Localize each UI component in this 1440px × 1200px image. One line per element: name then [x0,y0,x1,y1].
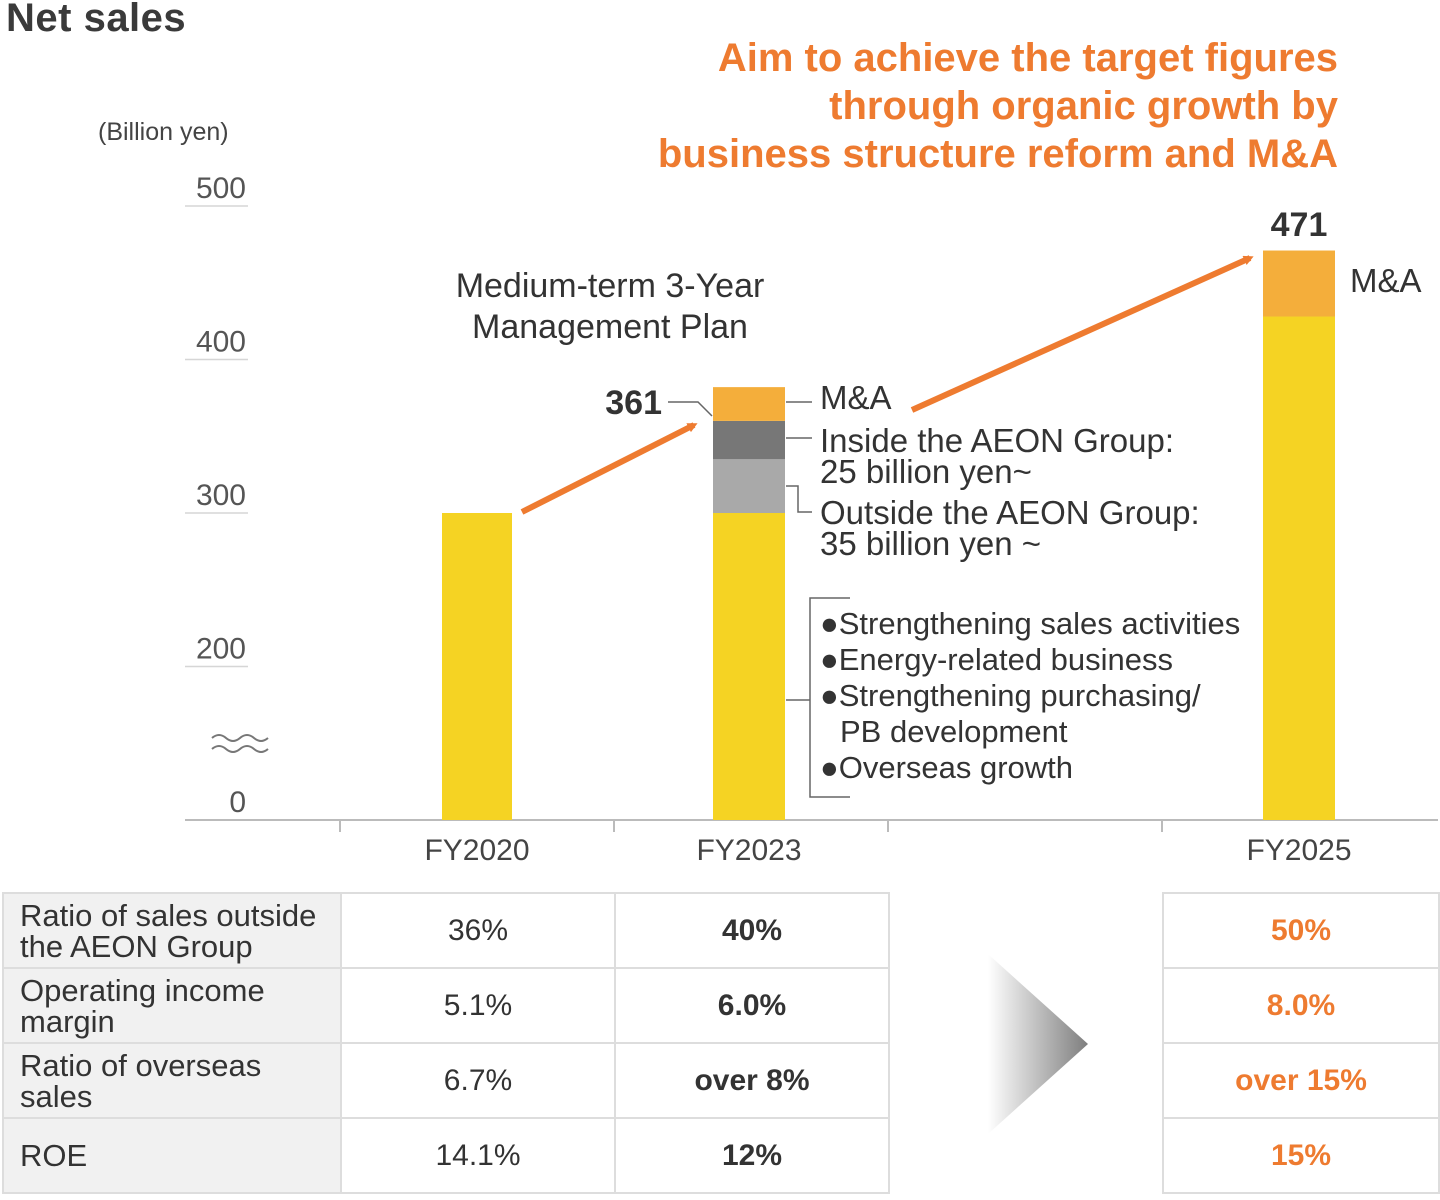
annotation-inside-line-2: 25 billion yen~ [820,453,1032,490]
unit-label: (Billion yen) [98,118,229,146]
row-label-line: the AEON Group [20,928,253,964]
cell-fy2025: 8.0% [1162,967,1440,1044]
cell-fy2025: over 15% [1162,1042,1440,1119]
bullet-item: ●Energy-related business [820,642,1174,677]
target-metrics-table: 50% 8.0% over 15% 15% [1162,892,1440,1194]
axis-break-icon [211,745,269,753]
bar-segment-fy2025-1 [1263,250,1335,317]
y-gridlines [185,205,248,668]
x-tick-label-fy2020: FY2020 [424,834,529,867]
cell-fy2020: 5.1% [340,967,616,1044]
headline-line-2: through organic growth by [829,84,1338,128]
row-label: ROE [2,1117,342,1194]
outside-leader-line [786,485,812,513]
bullet-item: ●Strengthening purchasing/ [820,678,1201,713]
bar-segment-fy2023-2 [713,420,785,460]
chevron-right-icon [988,954,1088,1134]
y-tick-label: 0 [229,786,246,819]
cell-fy2025: 50% [1162,892,1440,969]
table-row: Operating income margin 5.1% 6.0% [2,967,890,1044]
cell-fy2020: 36% [340,892,616,969]
annotation-ma-fy2025: M&A [1350,262,1422,299]
y-tick-label: 500 [196,172,246,205]
bar-segment-fy2023-0 [713,513,785,820]
cell-fy2023: 12% [614,1117,890,1194]
y-tick-label: 300 [196,479,246,512]
bar-segment-fy2020-0 [442,513,512,820]
bullet-item: ●Overseas growth [820,750,1074,785]
net-sales-chart: 500 400 300 200 0 FY2020 FY2023 FY2025 361 471 [185,172,1438,867]
bullet-item: PB development [840,714,1068,749]
row-label-line: sales [20,1078,93,1114]
y-tick-label: 200 [196,633,246,666]
table-row: 8.0% [1162,967,1440,1044]
row-label-line: Ratio of overseas [20,1047,262,1083]
table-row: over 15% [1162,1042,1440,1119]
x-tick-labels: FY2020 FY2023 FY2025 [424,834,1351,867]
row-label-line: margin [20,1003,115,1039]
axis-break-icon [211,734,269,742]
growth-arrow-fy2020-fy2023 [520,422,698,515]
total-label-fy2023: 361 [605,384,662,422]
cell-fy2023: 40% [614,892,890,969]
row-label-line: Ratio of sales outside [20,897,317,933]
cell-fy2023: over 8% [614,1042,890,1119]
headline-line-1: Aim to achieve the target figures [717,36,1338,80]
annotation-outside-line-2: 35 billion yen ~ [820,525,1042,562]
total-leader-line [668,401,713,417]
plan-label-line-1: Medium-term 3-Year [455,267,765,305]
row-label: Operating income margin [2,967,342,1044]
annotation-outside-group: Outside the AEON Group: 35 billion yen ~ [820,494,1200,562]
metrics-table: Ratio of sales outside the AEON Group 36%… [2,892,890,1194]
bullet-item: ●Strengthening sales activities [820,606,1241,641]
y-tick-labels: 500 400 300 200 0 [196,172,246,819]
x-tick-label-fy2023: FY2023 [696,834,801,867]
annotation-inside-line-1: Inside the AEON Group: [820,422,1175,459]
row-label: Ratio of overseas sales [2,1042,342,1119]
page-title: Net sales [6,0,187,40]
cell-fy2020: 14.1% [340,1117,616,1194]
y-tick-label: 400 [196,326,246,359]
cell-fy2020: 6.7% [340,1042,616,1119]
cell-fy2025: 15% [1162,1117,1440,1194]
row-label-line: Operating income [20,972,265,1008]
row-label: Ratio of sales outside the AEON Group [2,892,342,969]
organic-growth-bullets: ●Strengthening sales activities ●Energy-… [820,606,1240,786]
x-tick-label-fy2025: FY2025 [1246,834,1351,867]
headline: Aim to achieve the target figures throug… [658,34,1338,178]
annotation-outside-line-1: Outside the AEON Group: [820,494,1200,531]
table-row: Ratio of overseas sales 6.7% over 8% [2,1042,890,1119]
annotation-ma-fy2023: M&A [820,379,892,416]
bullets-bracket [786,597,850,798]
table-row: 15% [1162,1117,1440,1194]
table-row: Ratio of sales outside the AEON Group 36%… [2,892,890,969]
growth-arrow-fy2023-fy2025 [910,255,1254,413]
bar-segment-fy2023-1 [713,459,785,513]
total-label-fy2025: 471 [1271,206,1328,244]
bar-segment-fy2023-3 [713,387,785,421]
plan-label-line-2: Management Plan [472,308,748,346]
table-row: ROE 14.1% 12% [2,1117,890,1194]
plan-label: Medium-term 3-Year Management Plan [420,266,800,348]
headline-line-3: business structure reform and M&A [657,132,1338,176]
bar-segment-fy2025-0 [1263,316,1335,820]
cell-fy2023: 6.0% [614,967,890,1044]
annotation-inside-group: Inside the AEON Group: 25 billion yen~ [820,422,1175,490]
row-label-line: ROE [20,1138,88,1173]
bars [442,250,1335,820]
table-row: 50% [1162,892,1440,969]
